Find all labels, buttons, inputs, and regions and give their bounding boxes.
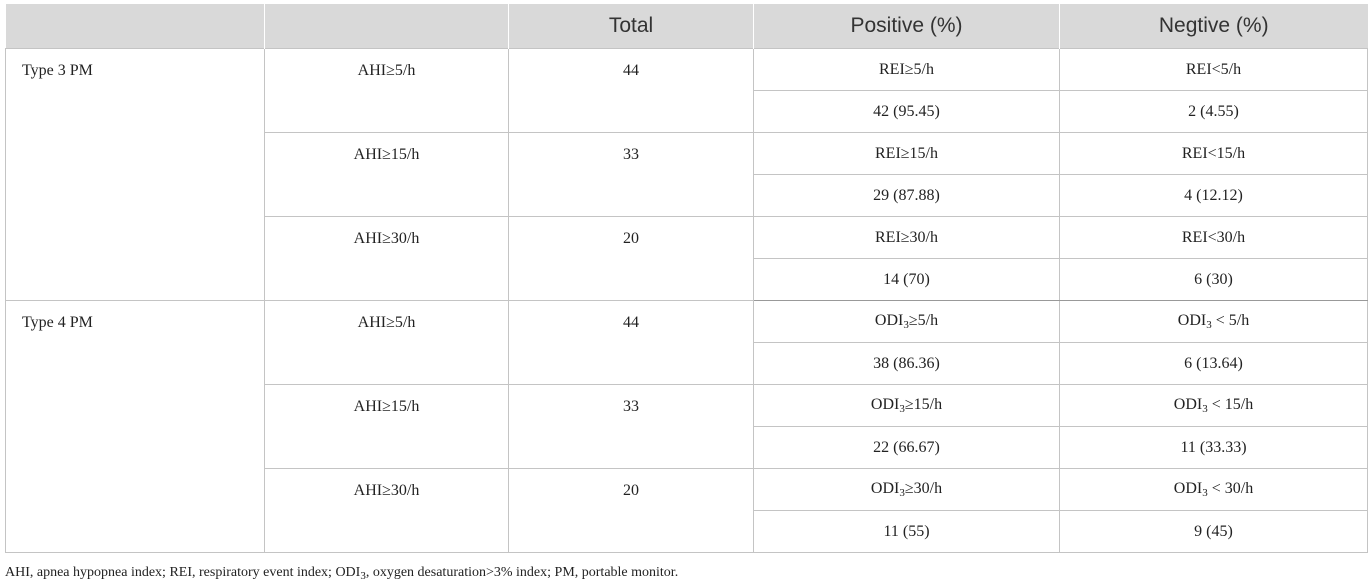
header-negative: Negtive (%) [1059, 4, 1368, 49]
positive-label-cell: REI≥30/h [753, 216, 1060, 259]
label-prefix: ODI [1173, 396, 1203, 413]
total-cell: 20 [508, 468, 754, 553]
header-row: Total Positive (%) Negtive (%) [5, 4, 1368, 49]
criterion-cell: AHI≥5/h [264, 48, 509, 133]
negative-value-cell: 4 (12.12) [1059, 174, 1368, 217]
table-row: 38 (86.36) 6 (13.64) [6, 342, 1368, 385]
positive-label-cell: REI≥5/h [753, 48, 1060, 91]
label-subscript: 3 [899, 487, 905, 499]
table-row: AHI≥30/h 20 REI≥30/h REI<30/h [6, 216, 1368, 301]
positive-value-cell: 42 (95.45) [753, 90, 1060, 133]
footnote-part-2: , oxygen desaturation>3% index; PM, port… [365, 565, 679, 580]
negative-label-cell: REI<15/h [1059, 132, 1368, 175]
label-suffix: ≥15/h [904, 396, 943, 413]
negative-label-cell: ODI3 < 30/h [1059, 468, 1368, 511]
total-cell: 44 [508, 300, 754, 385]
label-suffix: < 5/h [1211, 312, 1250, 329]
table-row: Type 4 PM AHI≥5/h 44 ODI3≥5/h ODI3 < 5/h [5, 300, 1368, 553]
table-row: Type 3 PM AHI≥5/h 44 REI≥5/h REI<5/h [5, 48, 1368, 301]
label-prefix: ODI [870, 480, 900, 497]
total-cell: 33 [508, 132, 754, 217]
label-prefix: ODI [1177, 312, 1207, 329]
table-row: 29 (87.88) 4 (12.12) [6, 174, 1368, 217]
table-row: 22 (66.67) 11 (33.33) [6, 426, 1368, 469]
criterion-cell: AHI≥30/h [264, 468, 509, 553]
label-suffix: ≥30/h [904, 480, 943, 497]
label-subscript: 3 [903, 319, 909, 331]
label-suffix: < 15/h [1207, 396, 1254, 413]
label-prefix: ODI [874, 312, 904, 329]
table-row: 42 (95.45) 2 (4.55) [6, 90, 1368, 133]
positive-label-cell: ODI3≥30/h [753, 468, 1060, 511]
header-positive: Positive (%) [753, 4, 1060, 49]
table-row: AHI≥15/h 33 ODI3≥15/h ODI3 < 15/h [6, 384, 1368, 469]
total-cell: 44 [508, 48, 754, 133]
positive-value-cell: 11 (55) [753, 510, 1060, 553]
criterion-cell: AHI≥5/h [264, 300, 509, 385]
group-label: Type 3 PM [5, 48, 265, 301]
total-cell: 20 [508, 216, 754, 301]
label-prefix: ODI [1173, 480, 1203, 497]
negative-label-cell: ODI3 < 5/h [1059, 300, 1368, 343]
footnote-part-1: AHI, apnea hypopnea index; REI, respirat… [5, 565, 361, 580]
negative-value-cell: 6 (13.64) [1059, 342, 1368, 385]
label-subscript: 3 [1202, 487, 1208, 499]
label-subscript: 3 [1202, 403, 1208, 415]
criterion-cell: AHI≥30/h [264, 216, 509, 301]
positive-value-cell: 22 (66.67) [753, 426, 1060, 469]
negative-label-cell: REI<30/h [1059, 216, 1368, 259]
negative-value-cell: 9 (45) [1059, 510, 1368, 553]
header-total: Total [508, 4, 754, 49]
table-row: 11 (55) 9 (45) [6, 510, 1368, 553]
label-suffix: ≥5/h [908, 312, 939, 329]
negative-label-cell: REI<5/h [1059, 48, 1368, 91]
table-footnote: AHI, apnea hypopnea index; REI, respirat… [5, 565, 678, 582]
negative-value-cell: 6 (30) [1059, 258, 1368, 301]
table-row: AHI≥15/h 33 REI≥15/h REI<15/h [6, 132, 1368, 217]
criterion-cell: AHI≥15/h [264, 384, 509, 469]
group-label: Type 4 PM [5, 300, 265, 553]
positive-value-cell: 29 (87.88) [753, 174, 1060, 217]
table-row: 14 (70) 6 (30) [6, 258, 1368, 301]
negative-label-cell: ODI3 < 15/h [1059, 384, 1368, 427]
criterion-cell: AHI≥15/h [264, 132, 509, 217]
footnote-subscript: 3 [360, 570, 366, 582]
positive-label-cell: REI≥15/h [753, 132, 1060, 175]
positive-value-cell: 14 (70) [753, 258, 1060, 301]
label-subscript: 3 [1206, 319, 1212, 331]
label-prefix: ODI [870, 396, 900, 413]
header-cell-2 [264, 4, 509, 49]
negative-value-cell: 11 (33.33) [1059, 426, 1368, 469]
label-suffix: < 30/h [1207, 480, 1254, 497]
table-row: AHI≥30/h 20 ODI3≥30/h ODI3 < 30/h [6, 468, 1368, 553]
label-subscript: 3 [899, 403, 905, 415]
header-cell-1 [5, 4, 265, 49]
table-container: Total Positive (%) Negtive (%) Type 3 PM… [5, 4, 1368, 553]
positive-label-cell: ODI3≥15/h [753, 384, 1060, 427]
negative-value-cell: 2 (4.55) [1059, 90, 1368, 133]
positive-value-cell: 38 (86.36) [753, 342, 1060, 385]
positive-label-cell: ODI3≥5/h [753, 300, 1060, 343]
total-cell: 33 [508, 384, 754, 469]
results-table: Total Positive (%) Negtive (%) Type 3 PM… [5, 4, 1368, 553]
